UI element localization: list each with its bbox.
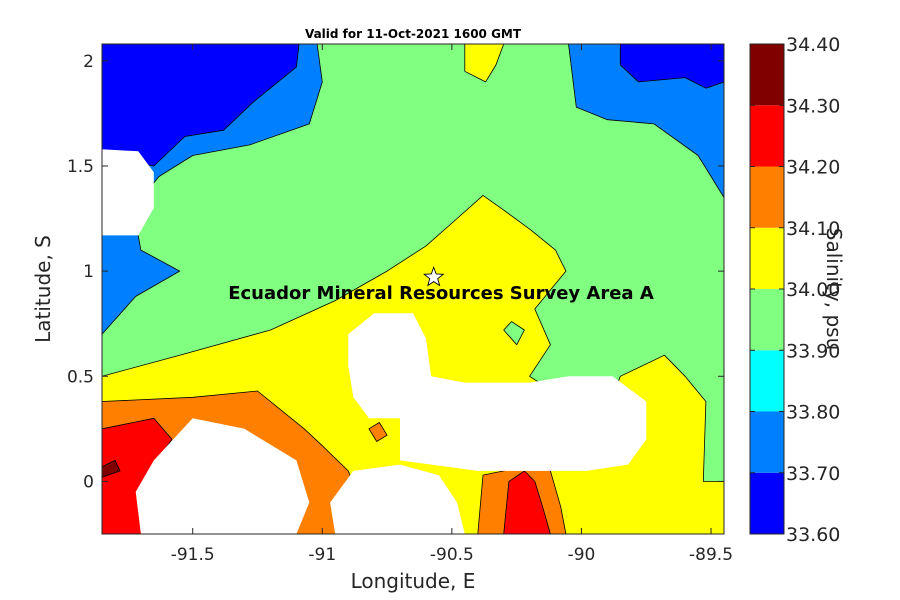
colorbar-segment: [750, 227, 784, 289]
colorbar-label: Salinity, psu: [822, 228, 846, 350]
y-tick-label: 1.5: [67, 157, 94, 177]
star-marker: [422, 266, 445, 287]
contour-region: [619, 44, 724, 89]
x-tick-label: -91: [308, 545, 336, 565]
no-data-region: [348, 313, 647, 471]
colorbar-segment: [750, 166, 784, 228]
plot-frame: [101, 43, 725, 535]
colorbar-segment: [750, 44, 784, 106]
colorbar-segment: [750, 105, 784, 167]
no-data-region: [135, 418, 310, 534]
colorbar-tick-label: 34.10: [786, 218, 840, 240]
x-tick-label: -91.5: [171, 545, 215, 565]
x-axis-label: Longitude, E: [351, 569, 476, 593]
colorbar-tick-label: 34.00: [786, 279, 840, 301]
contour-regions: [102, 44, 724, 534]
colorbar-tick-label: 33.80: [786, 402, 840, 424]
x-tick-label: -90.5: [430, 545, 474, 565]
contour-region: [568, 44, 724, 198]
colorbar-tick-label: 33.70: [786, 463, 840, 485]
contour-region: [464, 44, 505, 83]
y-tick-label: 0.5: [67, 367, 94, 387]
y-axis: 0 0.5 1 1.5 2: [67, 52, 724, 492]
no-data-region: [102, 149, 154, 236]
contour-region: [102, 459, 121, 478]
x-tick-label: -89.5: [689, 545, 733, 565]
colorbar-tick-label: 34.40: [786, 34, 840, 56]
chart-title: Valid for 11-Oct-2021 1600 GMT: [305, 27, 522, 41]
no-data-region: [330, 464, 465, 534]
y-tick-label: 2: [83, 52, 94, 72]
contour-region: [368, 422, 388, 442]
contour-region: [503, 321, 525, 346]
colorbar-tick-label: 34.30: [786, 95, 840, 117]
x-tick-label: -90: [568, 545, 596, 565]
colorbar-segment: [750, 411, 784, 473]
colorbar-tick-label: 34.20: [786, 157, 840, 179]
colorbar-segment: [750, 289, 784, 351]
colorbar-tick-label: 33.60: [786, 524, 840, 546]
colorbar-segment: [750, 472, 784, 534]
colorbar: 33.60 33.70 33.80 33.90 34.00 34.10 34.20 34.30…: [749, 34, 840, 546]
y-tick-label: 1: [83, 262, 94, 282]
y-tick-label: 0: [83, 472, 94, 492]
y-axis-label: Latitude, S: [31, 235, 55, 343]
colorbar-tick-label: 33.90: [786, 340, 840, 362]
marker-layer: [422, 266, 445, 287]
survey-area-annotation: Ecuador Mineral Resources Survey Area A: [228, 283, 654, 304]
colorbar-segment: [750, 350, 784, 412]
x-axis: -91.5 -91 -90.5 -90 -89.5: [171, 44, 733, 565]
